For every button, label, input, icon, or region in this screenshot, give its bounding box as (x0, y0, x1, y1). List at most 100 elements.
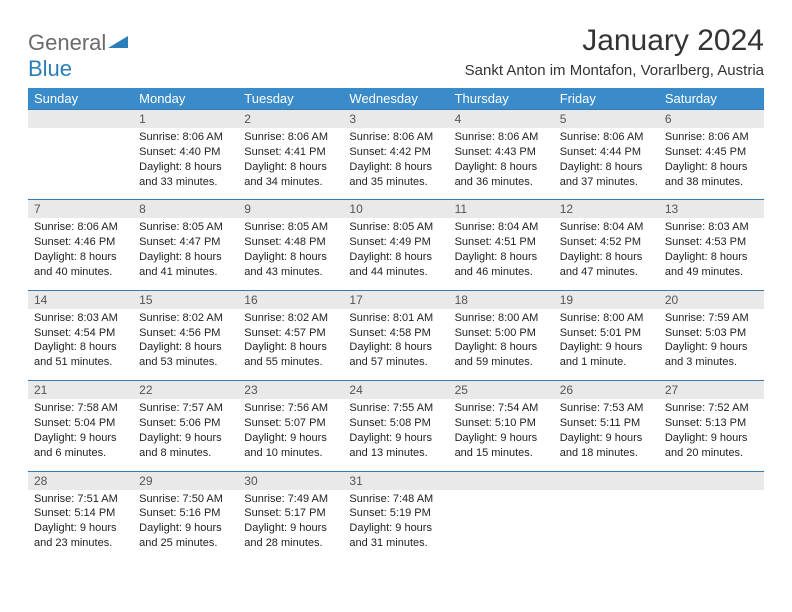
calendar-page: General Blue January 2024 Sankt Anton im… (0, 0, 792, 561)
day-number-row: 28293031 (28, 471, 764, 490)
day-info-row: Sunrise: 8:06 AMSunset: 4:46 PMDaylight:… (28, 218, 764, 290)
location-text: Sankt Anton im Montafon, Vorarlberg, Aus… (465, 62, 764, 79)
day-number-cell: 8 (133, 200, 238, 219)
day-info-cell: Sunrise: 8:04 AMSunset: 4:51 PMDaylight:… (449, 218, 554, 290)
day-number-cell: 28 (28, 471, 133, 490)
logo: General Blue (28, 24, 128, 82)
logo-text: General Blue (28, 30, 128, 82)
month-title: January 2024 (465, 24, 764, 58)
day-info-cell: Sunrise: 8:06 AMSunset: 4:46 PMDaylight:… (28, 218, 133, 290)
day-number-cell (449, 471, 554, 490)
logo-word-2: Blue (28, 56, 72, 81)
day-info-cell: Sunrise: 8:06 AMSunset: 4:43 PMDaylight:… (449, 128, 554, 200)
day-number-cell: 22 (133, 381, 238, 400)
day-info-cell: Sunrise: 7:49 AMSunset: 5:17 PMDaylight:… (238, 490, 343, 561)
day-info-cell: Sunrise: 7:54 AMSunset: 5:10 PMDaylight:… (449, 399, 554, 471)
calendar-table: Sunday Monday Tuesday Wednesday Thursday… (28, 88, 764, 561)
day-number-cell: 1 (133, 110, 238, 129)
day-number-row: 123456 (28, 110, 764, 129)
day-number-cell: 19 (554, 290, 659, 309)
day-info-cell: Sunrise: 8:00 AMSunset: 5:00 PMDaylight:… (449, 309, 554, 381)
day-number-cell: 6 (659, 110, 764, 129)
day-info-cell (554, 490, 659, 561)
day-info-cell: Sunrise: 7:58 AMSunset: 5:04 PMDaylight:… (28, 399, 133, 471)
day-info-cell: Sunrise: 8:05 AMSunset: 4:47 PMDaylight:… (133, 218, 238, 290)
day-number-cell: 13 (659, 200, 764, 219)
day-info-row: Sunrise: 8:03 AMSunset: 4:54 PMDaylight:… (28, 309, 764, 381)
day-info-row: Sunrise: 7:51 AMSunset: 5:14 PMDaylight:… (28, 490, 764, 561)
day-number-cell: 4 (449, 110, 554, 129)
weekday-header: Tuesday (238, 88, 343, 110)
day-number-cell (28, 110, 133, 129)
day-info-cell: Sunrise: 8:05 AMSunset: 4:49 PMDaylight:… (343, 218, 448, 290)
weekday-header: Friday (554, 88, 659, 110)
day-info-cell: Sunrise: 7:57 AMSunset: 5:06 PMDaylight:… (133, 399, 238, 471)
day-info-cell (28, 128, 133, 200)
day-info-cell: Sunrise: 8:00 AMSunset: 5:01 PMDaylight:… (554, 309, 659, 381)
day-number-cell: 15 (133, 290, 238, 309)
day-info-cell: Sunrise: 8:05 AMSunset: 4:48 PMDaylight:… (238, 218, 343, 290)
day-number-cell (659, 471, 764, 490)
day-number-cell: 14 (28, 290, 133, 309)
day-info-cell: Sunrise: 8:06 AMSunset: 4:42 PMDaylight:… (343, 128, 448, 200)
day-info-cell: Sunrise: 7:53 AMSunset: 5:11 PMDaylight:… (554, 399, 659, 471)
day-number-cell: 3 (343, 110, 448, 129)
day-number-row: 78910111213 (28, 200, 764, 219)
day-number-cell: 18 (449, 290, 554, 309)
day-number-cell: 26 (554, 381, 659, 400)
day-info-cell: Sunrise: 7:59 AMSunset: 5:03 PMDaylight:… (659, 309, 764, 381)
day-info-cell: Sunrise: 8:04 AMSunset: 4:52 PMDaylight:… (554, 218, 659, 290)
logo-triangle-icon (108, 30, 128, 56)
calendar-body: 123456Sunrise: 8:06 AMSunset: 4:40 PMDay… (28, 110, 764, 561)
day-number-cell: 11 (449, 200, 554, 219)
weekday-header: Saturday (659, 88, 764, 110)
day-number-cell: 31 (343, 471, 448, 490)
day-info-row: Sunrise: 7:58 AMSunset: 5:04 PMDaylight:… (28, 399, 764, 471)
day-info-cell: Sunrise: 8:03 AMSunset: 4:53 PMDaylight:… (659, 218, 764, 290)
day-info-cell: Sunrise: 8:06 AMSunset: 4:44 PMDaylight:… (554, 128, 659, 200)
day-number-cell: 2 (238, 110, 343, 129)
day-info-cell: Sunrise: 8:02 AMSunset: 4:56 PMDaylight:… (133, 309, 238, 381)
title-block: January 2024 Sankt Anton im Montafon, Vo… (465, 24, 764, 79)
day-number-cell: 10 (343, 200, 448, 219)
day-number-cell: 29 (133, 471, 238, 490)
weekday-header-row: Sunday Monday Tuesday Wednesday Thursday… (28, 88, 764, 110)
weekday-header: Thursday (449, 88, 554, 110)
day-number-cell: 27 (659, 381, 764, 400)
day-info-cell (449, 490, 554, 561)
day-info-cell: Sunrise: 8:06 AMSunset: 4:45 PMDaylight:… (659, 128, 764, 200)
day-info-cell: Sunrise: 8:06 AMSunset: 4:41 PMDaylight:… (238, 128, 343, 200)
day-number-cell: 17 (343, 290, 448, 309)
weekday-header: Wednesday (343, 88, 448, 110)
day-number-cell: 16 (238, 290, 343, 309)
day-number-cell: 9 (238, 200, 343, 219)
day-info-cell: Sunrise: 8:03 AMSunset: 4:54 PMDaylight:… (28, 309, 133, 381)
day-number-row: 14151617181920 (28, 290, 764, 309)
page-header: General Blue January 2024 Sankt Anton im… (28, 24, 764, 82)
day-info-cell (659, 490, 764, 561)
day-number-cell: 21 (28, 381, 133, 400)
day-info-cell: Sunrise: 8:01 AMSunset: 4:58 PMDaylight:… (343, 309, 448, 381)
day-number-cell: 25 (449, 381, 554, 400)
day-number-row: 21222324252627 (28, 381, 764, 400)
day-info-cell: Sunrise: 7:50 AMSunset: 5:16 PMDaylight:… (133, 490, 238, 561)
weekday-header: Monday (133, 88, 238, 110)
logo-word-1: General (28, 30, 106, 55)
day-info-cell: Sunrise: 7:48 AMSunset: 5:19 PMDaylight:… (343, 490, 448, 561)
day-info-cell: Sunrise: 7:55 AMSunset: 5:08 PMDaylight:… (343, 399, 448, 471)
day-info-cell: Sunrise: 7:56 AMSunset: 5:07 PMDaylight:… (238, 399, 343, 471)
day-number-cell: 30 (238, 471, 343, 490)
day-number-cell: 12 (554, 200, 659, 219)
weekday-header: Sunday (28, 88, 133, 110)
day-number-cell: 20 (659, 290, 764, 309)
day-number-cell (554, 471, 659, 490)
day-info-cell: Sunrise: 8:06 AMSunset: 4:40 PMDaylight:… (133, 128, 238, 200)
day-info-cell: Sunrise: 8:02 AMSunset: 4:57 PMDaylight:… (238, 309, 343, 381)
day-info-row: Sunrise: 8:06 AMSunset: 4:40 PMDaylight:… (28, 128, 764, 200)
day-number-cell: 23 (238, 381, 343, 400)
day-number-cell: 24 (343, 381, 448, 400)
day-info-cell: Sunrise: 7:51 AMSunset: 5:14 PMDaylight:… (28, 490, 133, 561)
day-number-cell: 7 (28, 200, 133, 219)
day-info-cell: Sunrise: 7:52 AMSunset: 5:13 PMDaylight:… (659, 399, 764, 471)
day-number-cell: 5 (554, 110, 659, 129)
